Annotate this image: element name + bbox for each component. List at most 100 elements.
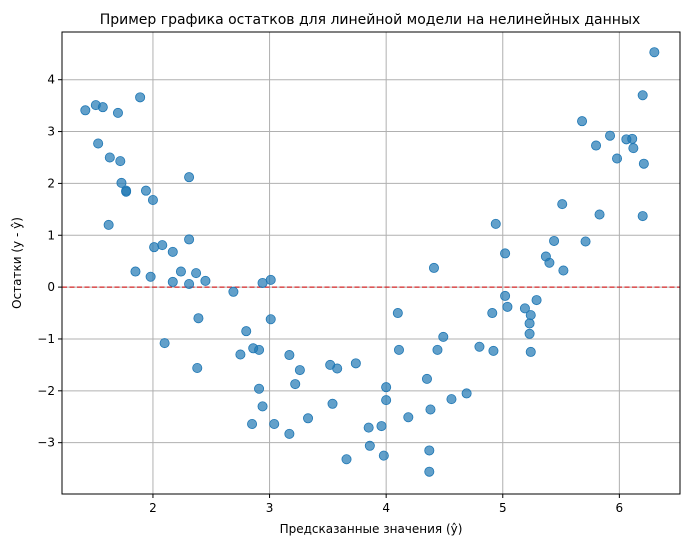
scatter-point [140,185,151,196]
x-tick-label: 3 [266,501,274,515]
scatter-point [200,275,211,286]
scatter-point [149,242,160,253]
scatter-point [446,394,457,405]
scatter-point [341,454,352,465]
scatter-point [502,301,513,312]
scatter-point [228,286,239,297]
scatter-point [350,358,361,369]
y-tick-label: −3 [37,436,55,450]
scatter-point [557,199,568,210]
scatter-point [376,421,387,432]
scatter-point [627,133,638,144]
scatter-point [378,450,389,461]
scatter-point [628,143,639,154]
scatter-point [135,92,146,103]
scatter-point [157,240,168,251]
scatter-point [525,310,536,321]
scatter-point [637,211,648,222]
scatter-point [184,234,195,245]
scatter-point [438,331,449,342]
scatter-point [474,341,485,352]
scatter-point [104,152,115,163]
scatter-point [490,218,501,229]
scatter-point [147,194,158,205]
scatter-point [332,363,343,374]
scatter-point [525,346,536,357]
y-tick-label: −1 [37,332,55,346]
scatter-point [145,271,156,282]
x-tick-label: 5 [499,501,507,515]
scatter-point [580,236,591,247]
scatter-point [381,382,392,393]
y-tick-label: −2 [37,384,55,398]
scatter-point [425,404,436,415]
scatter-point [241,326,252,337]
scatter-point [428,262,439,273]
scatter-point [591,140,602,151]
y-tick-label: 0 [47,280,55,294]
x-tick-label: 2 [149,501,157,515]
scatter-point [500,248,511,259]
x-tick-label: 6 [616,501,624,515]
y-tick-label: 2 [47,176,55,190]
scatter-point [487,308,498,319]
scatter-point [265,274,276,285]
x-axis-title: Предсказанные значения (ŷ) [280,522,463,536]
scatter-point [112,107,123,118]
y-axis-title: Остатки (y - ŷ) [10,217,24,309]
scatter-point [115,156,126,167]
scatter-point [254,383,265,394]
scatter-point [393,344,404,355]
x-axis-ticks: 2 3 4 5 6 [149,494,623,515]
scatter-point [638,158,649,169]
scatter-point [184,278,195,289]
scatter-point [193,313,204,324]
scatter-point [191,268,202,279]
scatter-point [184,172,195,183]
scatter-point [364,440,375,451]
scatter-point [558,265,569,276]
y-tick-label: 1 [47,228,55,242]
scatter-point [461,388,472,399]
scatter-point [294,365,305,376]
scatter-point [130,266,141,277]
scatter-point [167,246,178,257]
scatter-point [284,428,295,439]
scatter-point [121,186,132,197]
scatter-point [192,362,203,373]
scatter-point [175,266,186,277]
scatter-point [116,177,127,188]
scatter-point [269,418,280,429]
scatter-point [544,257,555,268]
scatter-point [290,379,301,390]
scatter-point [524,328,535,339]
scatter-point [265,314,276,325]
scatter-point [327,398,338,409]
scatter-point [381,395,392,406]
x-tick-label: 4 [382,501,390,515]
scatter-point [605,130,616,141]
scatter-point [254,344,265,355]
scatter-point [421,373,432,384]
chart-title: Пример графика остатков для линейной мод… [100,12,641,28]
scatter-point [612,153,623,164]
scatter-point [519,303,530,314]
scatter-point [424,466,435,477]
scatter-point [284,350,295,361]
y-tick-label: 3 [47,125,55,139]
scatter-point [159,338,170,349]
scatter-point [531,295,542,306]
plot-area-frame [61,31,681,495]
scatter-point [257,401,268,412]
scatter-point [167,276,178,287]
scatter-point [392,308,403,319]
scatter-point [594,209,605,220]
scatter-point [103,219,114,230]
y-tick-label: 4 [47,73,55,87]
scatter-point [247,418,258,429]
scatter-point [637,90,648,101]
scatter-point [577,116,588,127]
data-points [80,47,660,477]
